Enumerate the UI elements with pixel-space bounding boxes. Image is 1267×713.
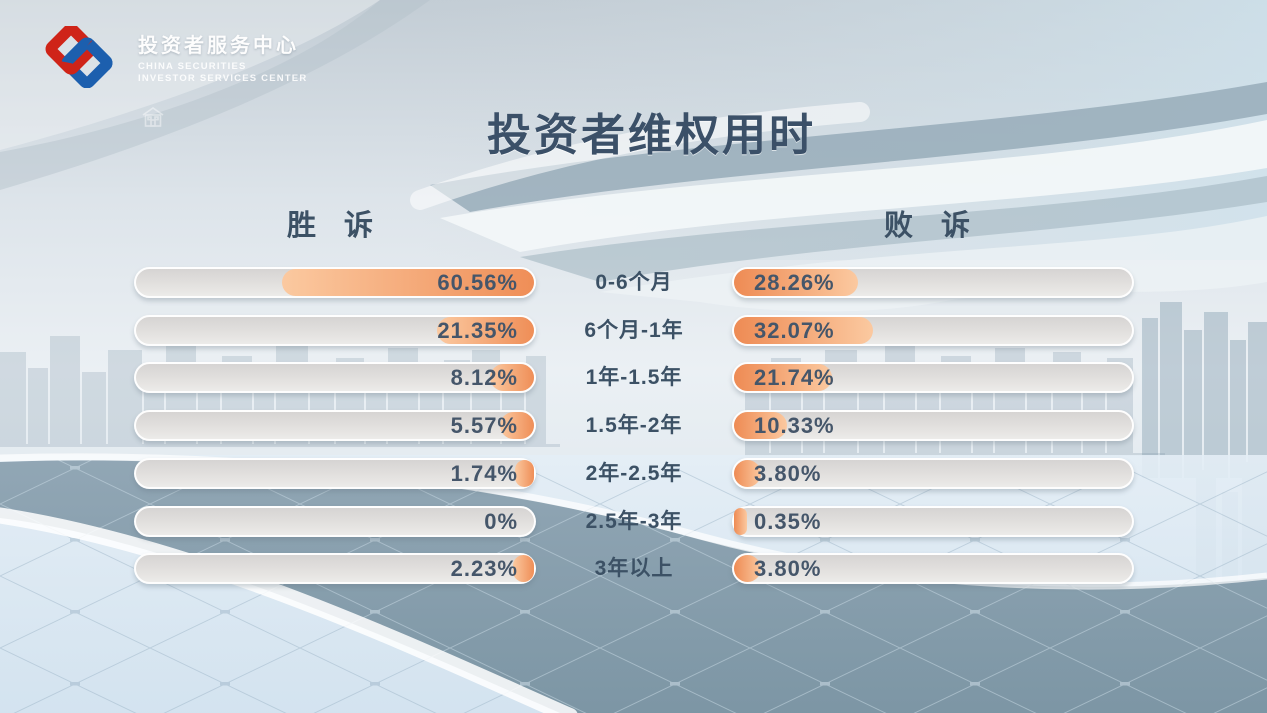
win-bar: 0% bbox=[134, 506, 536, 537]
brand-name-cn: 投资者服务中心 bbox=[138, 35, 299, 57]
bar-value-label: 8.12% bbox=[450, 364, 518, 390]
category-label: 3年以上 bbox=[594, 557, 674, 580]
bar-fill bbox=[515, 460, 534, 487]
bar-fill bbox=[513, 555, 534, 582]
lose-bar: 10.33% bbox=[732, 410, 1134, 441]
home-icon[interactable] bbox=[140, 104, 166, 130]
brand-en-line1: CHINA SECURITIES bbox=[138, 61, 247, 72]
chart-row: 1.74% 2年-2.5年 3.80% bbox=[134, 458, 1134, 489]
bar-value-label: 32.07% bbox=[754, 317, 835, 343]
category-label: 1年-1.5年 bbox=[585, 366, 683, 389]
bar-fill bbox=[282, 269, 534, 296]
bar-value-label: 5.57% bbox=[450, 412, 518, 438]
win-bar: 21.35% bbox=[134, 315, 536, 346]
lose-bar: 28.26% bbox=[732, 267, 1134, 298]
bar-value-label: 10.33% bbox=[754, 412, 835, 438]
bar-fill bbox=[734, 364, 832, 391]
column-header-lose: 败 诉 bbox=[883, 210, 981, 242]
win-bar: 5.57% bbox=[134, 410, 536, 441]
lose-bar: 3.80% bbox=[732, 553, 1134, 584]
bar-value-label: 0.35% bbox=[754, 508, 822, 534]
bar-value-label: 28.26% bbox=[754, 269, 835, 295]
bar-value-label: 60.56% bbox=[437, 269, 518, 295]
win-bar: 60.56% bbox=[134, 267, 536, 298]
brand-en-line2: INVESTOR SERVICES CENTER bbox=[138, 73, 308, 84]
page-title: 投资者维权用时 bbox=[487, 111, 816, 160]
brand-name-en: CHINA SECURITIES INVESTOR SERVICES CENTE… bbox=[138, 61, 307, 85]
lose-bar: 21.74% bbox=[732, 362, 1134, 393]
column-header-win: 胜 诉 bbox=[286, 210, 384, 242]
category-label: 6个月-1年 bbox=[584, 319, 684, 342]
brand-text-block: 投资者服务中心 CHINA SECURITIES INVESTOR SERVIC… bbox=[138, 29, 307, 85]
bar-value-label: 3.80% bbox=[754, 460, 822, 486]
bar-fill bbox=[490, 364, 534, 391]
category-label: 0-6个月 bbox=[595, 271, 673, 294]
chart-row: 2.23% 3年以上 3.80% bbox=[134, 553, 1134, 584]
chart-row: 0% 2.5年-3年 0.35% bbox=[134, 506, 1134, 537]
bar-fill bbox=[734, 317, 873, 344]
bar-fill bbox=[734, 555, 761, 582]
chart-row: 5.57% 1.5年-2年 10.33% bbox=[134, 410, 1134, 441]
lose-bar: 3.80% bbox=[732, 458, 1134, 489]
chart-row: 21.35% 6个月-1年 32.07% bbox=[134, 315, 1134, 346]
win-bar: 1.74% bbox=[134, 458, 536, 489]
bar-fill bbox=[734, 412, 787, 439]
bar-value-label: 2.23% bbox=[450, 555, 518, 581]
chart-row: 60.56% 0-6个月 28.26% bbox=[134, 267, 1134, 298]
bar-value-label: 0% bbox=[484, 508, 518, 534]
win-bar: 8.12% bbox=[134, 362, 536, 393]
category-label: 2.5年-3年 bbox=[585, 510, 683, 533]
bar-fill bbox=[734, 269, 858, 296]
lose-bar: 32.07% bbox=[732, 315, 1134, 346]
bar-value-label: 3.80% bbox=[754, 555, 822, 581]
bar-fill bbox=[734, 460, 761, 487]
category-label: 2年-2.5年 bbox=[585, 462, 683, 485]
category-label: 1.5年-2年 bbox=[585, 414, 683, 437]
brand-header: 投资者服务中心 CHINA SECURITIES INVESTOR SERVIC… bbox=[42, 26, 307, 88]
bar-fill bbox=[734, 508, 747, 535]
csisc-logo-icon bbox=[45, 26, 113, 88]
bar-value-label: 1.74% bbox=[450, 460, 518, 486]
bar-value-label: 21.35% bbox=[437, 317, 518, 343]
bar-fill bbox=[500, 412, 534, 439]
chart-row: 8.12% 1年-1.5年 21.74% bbox=[134, 362, 1134, 393]
bar-value-label: 21.74% bbox=[754, 364, 835, 390]
win-bar: 2.23% bbox=[134, 553, 536, 584]
lose-bar: 0.35% bbox=[732, 506, 1134, 537]
bar-fill bbox=[437, 317, 534, 344]
